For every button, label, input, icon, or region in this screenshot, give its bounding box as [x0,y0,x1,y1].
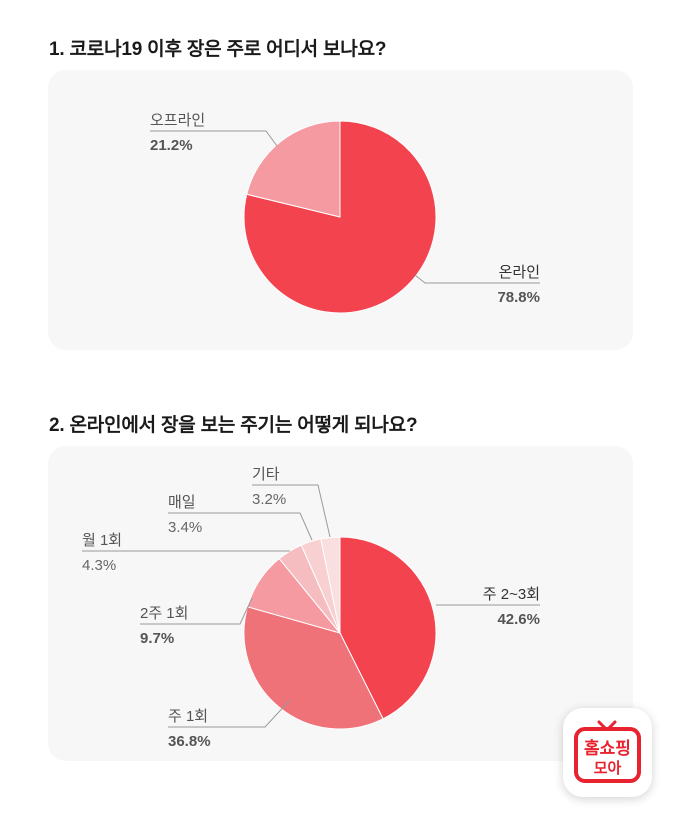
pie2-value-5: 3.2% [252,491,286,508]
pie-chart-1: 온라인 78.8% 오프라인 21.2% [150,112,540,314]
pie1-slice-1 [246,120,341,218]
pie2-value-3: 4.3% [82,557,116,574]
pie2-label-5: 기타 [252,466,280,483]
pie2-leader-2 [140,597,253,625]
pie-chart-2: 주 2~3회 42.6% 주 1회 36.8% 2주 1회 9.7% 월 1회 4.3% 매일 3… [82,466,540,750]
pie2-value-0: 42.6% [497,611,540,628]
pie2-leader-4 [168,512,313,541]
pie2-label-0: 주 2~3회 [483,586,540,603]
homeshopping-moa-logo: 홈쇼핑 모아 [563,708,652,797]
pie2-label-1: 주 1회 [168,708,208,725]
pie2-label-3: 월 1회 [82,532,122,549]
pie1-leader-0 [414,274,540,284]
logo-text-line2: 모아 [594,759,622,777]
pie2-value-4: 3.4% [168,519,202,536]
pie1-leader-1 [150,130,278,147]
pie2-slice-1 [243,606,384,730]
pie2-slice-0 [339,536,437,720]
pie2-value-2: 9.7% [140,630,174,647]
tv-logo-icon: 홈쇼핑 모아 [574,720,641,783]
pie2-leader-5 [252,484,331,538]
question-2-title: 2. 온라인에서 장을 보는 주기는 어떻게 되나요? [49,415,418,436]
pie1-label-0: 온라인 [499,264,540,281]
pie2-slice-5 [320,536,341,634]
logo-text-line1: 홈쇼핑 [584,738,631,759]
pie1-slice-0 [243,120,437,314]
pie2-value-1: 36.8% [168,733,211,750]
pie2-label-4: 매일 [168,494,196,511]
pie2-label-2: 2주 1회 [140,605,188,622]
pie1-label-1: 오프라인 [150,112,205,129]
pie1-value-0: 78.8% [497,289,540,306]
pie1-value-1: 21.2% [150,137,193,154]
question-1-title: 1. 코로나19 이후 장은 주로 어디서 보나요? [49,39,387,60]
pie2-leader-1 [168,699,291,728]
